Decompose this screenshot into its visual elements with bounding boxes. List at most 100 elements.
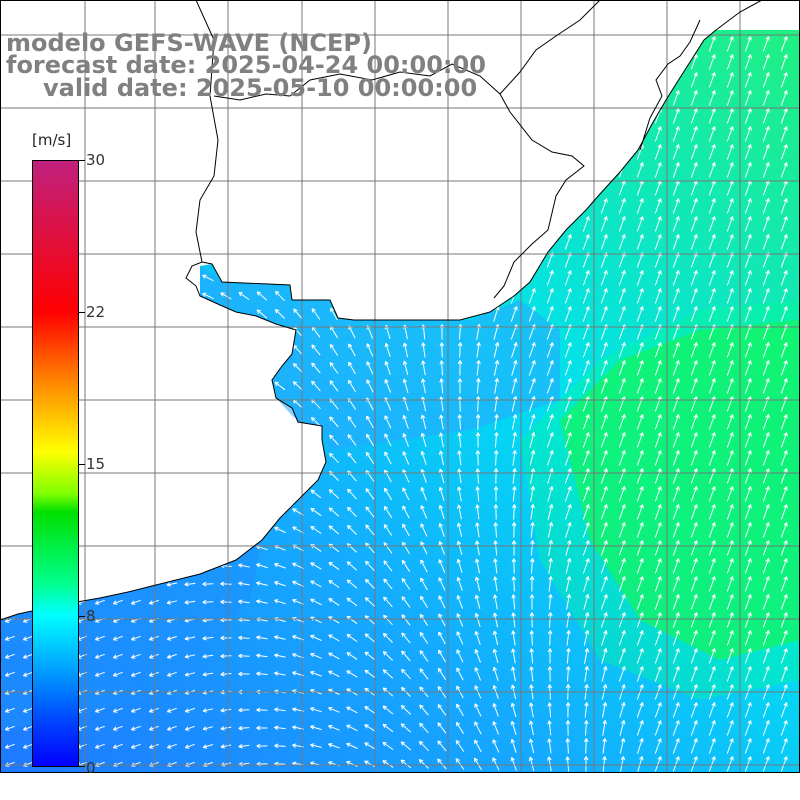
wind-arrow — [402, 433, 409, 447]
wind-arrow — [546, 450, 554, 466]
wind-arrow — [708, 288, 716, 304]
wind-arrow — [4, 635, 15, 641]
wind-arrow — [690, 270, 698, 286]
wind-arrow — [636, 720, 644, 736]
wind-arrow — [690, 306, 698, 322]
wind-arrow — [220, 292, 232, 300]
wind-arrow — [582, 432, 590, 448]
wind-arrow — [4, 671, 15, 677]
wind-arrow — [708, 702, 716, 718]
wind-arrow — [780, 540, 788, 556]
wind-arrow — [256, 291, 268, 301]
wind-arrow — [456, 595, 463, 609]
wind-arrow — [365, 488, 375, 500]
wind-arrow — [780, 720, 788, 736]
wind-arrow — [744, 702, 752, 718]
wind-arrow — [726, 738, 734, 754]
wind-arrow — [583, 594, 590, 610]
wind-arrow — [419, 613, 429, 626]
wind-arrow — [690, 630, 698, 646]
wind-arrow — [744, 288, 752, 304]
wind-arrow — [383, 614, 393, 626]
wind-arrow — [566, 612, 571, 628]
wind-arrow — [22, 635, 33, 641]
wind-arrow — [346, 579, 358, 589]
wind-arrow — [511, 648, 516, 664]
wind-arrow — [618, 540, 626, 556]
wind-arrow — [546, 414, 554, 430]
wind-arrow — [328, 706, 340, 713]
wind-arrow — [347, 379, 357, 393]
wind-arrow — [402, 342, 409, 358]
wind-arrow — [492, 721, 500, 735]
wind-arrow — [708, 54, 716, 70]
wind-arrow — [256, 725, 268, 731]
colorbar-tick-label: 8 — [86, 607, 96, 625]
wind-arrow — [438, 522, 445, 537]
wind-arrow — [744, 504, 752, 520]
wind-arrow — [672, 144, 680, 160]
wind-arrow — [530, 486, 535, 502]
wind-arrow — [602, 738, 607, 754]
wind-arrow — [708, 198, 716, 214]
wind-arrow — [654, 162, 662, 178]
wind-arrow — [474, 703, 482, 717]
wind-arrow — [672, 576, 680, 592]
wind-arrow — [148, 635, 159, 641]
wind-arrow — [365, 506, 375, 518]
wind-arrow — [511, 522, 517, 538]
wind-arrow — [202, 599, 214, 605]
wind-arrow — [672, 522, 680, 538]
wind-arrow — [400, 723, 412, 733]
wind-arrow — [130, 671, 141, 677]
wind-arrow — [636, 378, 644, 394]
wind-arrow — [202, 672, 214, 677]
wind-arrow — [365, 560, 375, 572]
wind-arrow — [564, 306, 572, 322]
wind-arrow — [762, 342, 770, 358]
wind-arrow — [474, 649, 481, 663]
wind-arrow — [419, 722, 429, 734]
wind-arrow — [780, 738, 788, 754]
wind-arrow — [618, 234, 626, 250]
wind-arrow — [762, 450, 770, 466]
wind-arrow — [708, 738, 716, 754]
wind-arrow — [654, 270, 662, 286]
wind-arrow — [708, 360, 716, 376]
wind-arrow — [672, 504, 680, 520]
wind-arrow — [112, 635, 123, 641]
wind-arrow — [457, 378, 463, 394]
wind-arrow — [330, 307, 338, 321]
wind-arrow — [202, 726, 214, 731]
wind-arrow — [672, 720, 680, 736]
estuary-field — [200, 266, 560, 450]
wind-arrow — [476, 342, 481, 358]
wind-arrow — [383, 524, 393, 536]
wind-arrow — [401, 559, 411, 572]
wind-arrow — [726, 666, 734, 682]
wind-arrow — [475, 558, 480, 574]
wind-arrow — [708, 378, 716, 394]
wind-arrow — [762, 288, 770, 304]
wind-arrow — [726, 504, 734, 520]
wind-arrow — [619, 720, 626, 736]
colorbar-tick-label: 0 — [86, 759, 96, 777]
wind-arrow — [456, 504, 462, 520]
wind-arrow — [762, 126, 770, 142]
wind-arrow — [420, 450, 427, 465]
wind-arrow — [438, 486, 445, 502]
wind-arrow — [547, 648, 553, 664]
wind-arrow — [618, 576, 626, 592]
wind-arrow — [184, 636, 196, 641]
wind-arrow — [419, 631, 429, 644]
wind-arrow — [744, 108, 752, 124]
wind-arrow — [148, 725, 159, 731]
wind-arrow — [762, 738, 770, 754]
wind-arrow — [762, 468, 770, 484]
wind-arrow — [384, 415, 392, 429]
colorbar-tick-mark — [79, 616, 85, 617]
wind-arrow — [636, 504, 644, 520]
wind-arrow — [672, 468, 680, 484]
wind-arrow — [401, 577, 411, 590]
wind-arrow — [726, 540, 734, 556]
